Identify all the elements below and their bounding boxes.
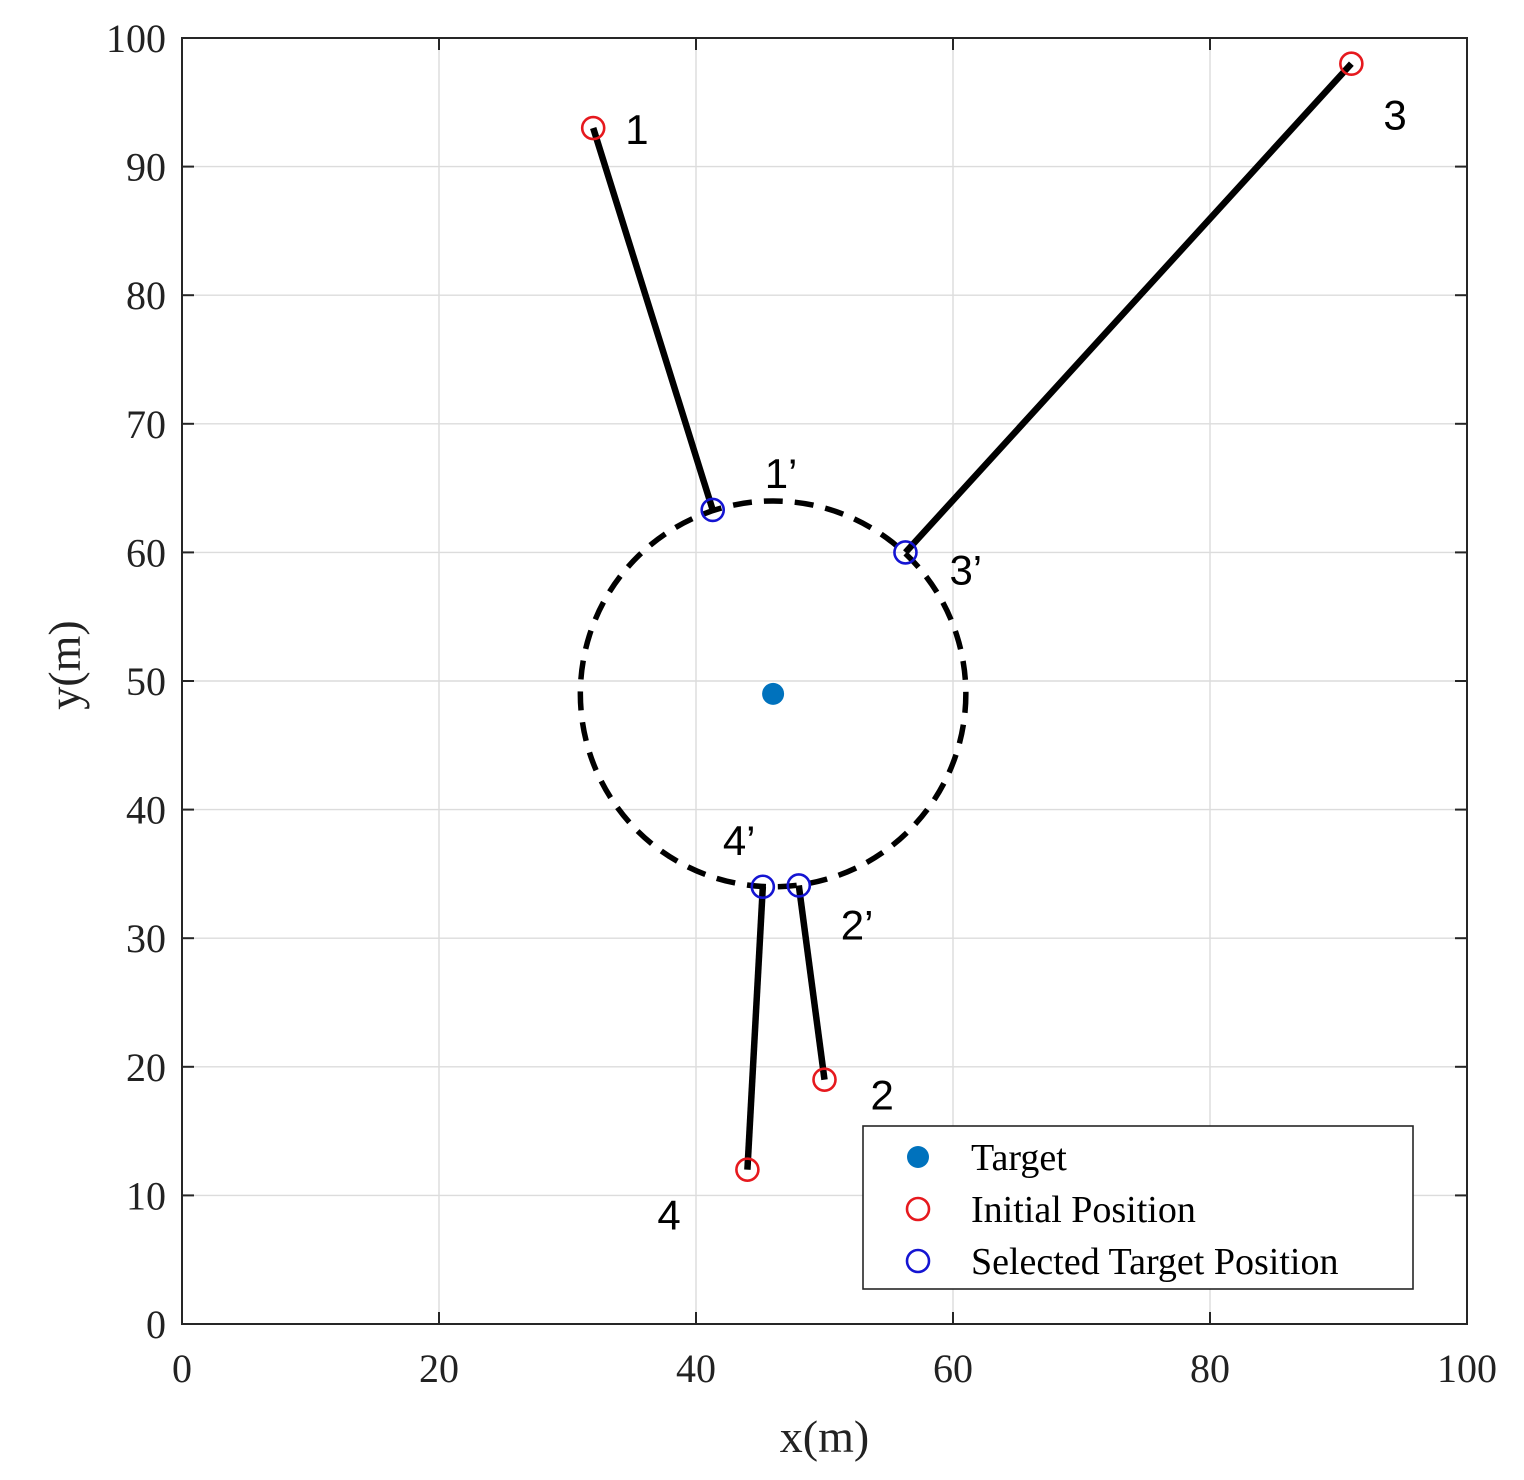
y-tick-label: 70	[126, 402, 166, 447]
legend-label-initial: Initial Position	[971, 1189, 1196, 1231]
initial-position-label-1: 1	[625, 106, 648, 153]
x-tick-label: 60	[933, 1346, 973, 1391]
y-tick-label: 100	[106, 16, 166, 61]
y-axis-label: y(m)	[39, 620, 90, 709]
x-tick-label: 100	[1437, 1346, 1497, 1391]
y-tick-label: 60	[126, 530, 166, 575]
initial-position-marker-4	[735, 1157, 760, 1182]
legend-label-target: Target	[971, 1137, 1067, 1179]
y-tick-label: 50	[126, 659, 166, 704]
selected-position-label-3: 4’	[723, 817, 756, 864]
y-tick-label: 10	[126, 1173, 166, 1218]
y-tick-label: 80	[126, 273, 166, 318]
tick-labels: 0 20 40 60 80 100 0 10 20 30 40 50 60 70 80 90 100	[106, 16, 1497, 1391]
grid	[181, 37, 1468, 1325]
selected-position-label-0: 1’	[765, 450, 798, 497]
selected-position-marker-0	[700, 497, 726, 523]
x-tick-label: 0	[172, 1346, 192, 1391]
selected-position-label-1: 2’	[841, 901, 874, 948]
selected-position-marker-1	[786, 873, 812, 898]
target-marker	[762, 682, 785, 705]
y-tick-label: 0	[146, 1302, 166, 1347]
path-line-3	[903, 61, 1354, 555]
legend-marker-target	[907, 1146, 929, 1168]
initial-position-label-2: 2	[871, 1072, 894, 1119]
y-tick-label: 40	[126, 788, 166, 833]
x-tick-label: 20	[419, 1346, 459, 1391]
legend-label-selected: Selected Target Position	[971, 1241, 1338, 1283]
initial-position-marker-2	[812, 1067, 837, 1092]
dashed-range-circle	[577, 498, 969, 890]
y-tick-label: 90	[126, 145, 166, 190]
path-line-1	[590, 127, 716, 511]
selected-position-label-2: 3’	[949, 546, 982, 593]
legend-marker-selected	[905, 1248, 931, 1274]
legend-marker-initial	[905, 1196, 931, 1222]
path-line-2	[795, 885, 828, 1081]
plot-content: 1 2 3 4 1’ 2’ 3’ 4’	[577, 51, 1407, 1239]
selected-position-marker-2	[893, 540, 918, 565]
y-tick-label: 30	[126, 916, 166, 961]
initial-position-label-3: 3	[1383, 92, 1406, 139]
plot-frame	[181, 37, 1468, 1325]
y-tick-label: 20	[126, 1045, 166, 1090]
initial-position-marker-1	[580, 115, 606, 141]
legend: Target Initial Position Selected Target …	[862, 1125, 1414, 1290]
x-tick-label: 80	[1190, 1346, 1230, 1391]
initial-position-label-4: 4	[657, 1192, 680, 1239]
initial-position-marker-3	[1339, 51, 1364, 77]
x-axis-label: x(m)	[780, 1411, 869, 1462]
x-tick-label: 40	[676, 1346, 716, 1391]
path-line-4	[744, 886, 767, 1170]
selected-position-marker-3	[750, 874, 776, 900]
legend-box	[862, 1125, 1414, 1290]
